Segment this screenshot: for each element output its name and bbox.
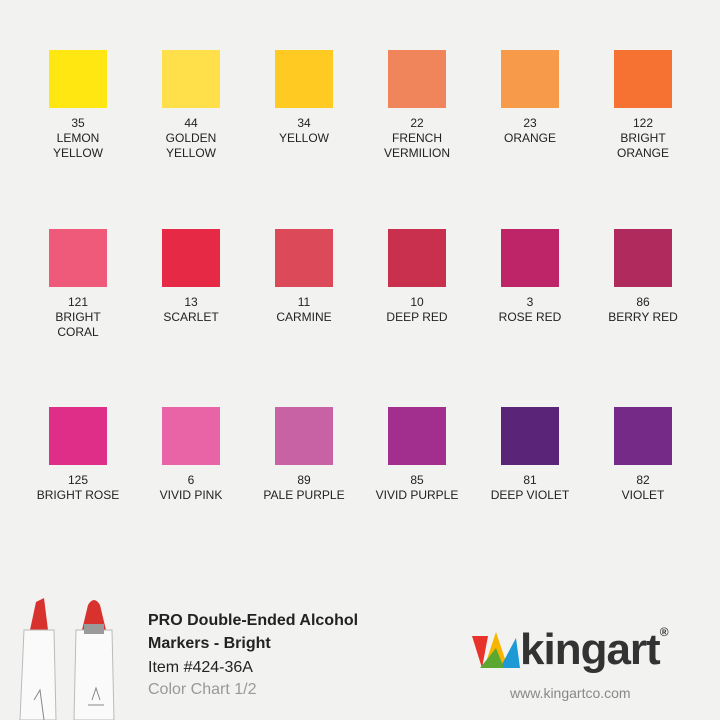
color-swatch [501,229,559,287]
color-swatch [614,407,672,465]
title-line: PRO Double-Ended Alcohol [148,612,359,629]
color-number: 85 [410,473,424,487]
color-number: 23 [523,116,537,130]
color-number: 82 [636,473,650,487]
swatch-label: 13 SCARLET [136,295,246,325]
color-number: 13 [184,295,198,309]
color-swatch [614,50,672,108]
logo-word: kingart [520,625,661,674]
color-number: 3 [526,295,534,309]
swatch-label: 125 BRIGHT ROSE [23,473,133,503]
color-name: YELLOW [165,146,216,160]
color-swatch [275,229,333,287]
swatch-label: 11 CARMINE [249,295,359,325]
swatch-label: 89 PALE PURPLE [249,473,359,503]
color-number: 35 [71,116,85,130]
url: www.kingartco.com [510,685,631,701]
swatch-label: 121 BRIGHT CORAL [23,295,133,340]
color-name: LEMON [56,131,100,145]
color-swatch [162,50,220,108]
color-swatch [501,407,559,465]
color-name: VIVID PURPLE [375,488,459,502]
color-number: 81 [523,473,537,487]
color-name: ROSE RED [498,310,562,324]
swatch-label: 10 DEEP RED [362,295,472,325]
color-name: BERRY RED [608,310,678,324]
color-swatch [501,50,559,108]
title-line: Markers - Bright [148,635,271,652]
color-number: 22 [410,116,424,130]
color-name: BRIGHT [620,131,666,145]
color-swatch [49,407,107,465]
color-number: 34 [297,116,311,130]
swatch-label: 81 DEEP VIOLET [475,473,585,503]
color-name: VERMILION [383,146,450,160]
logo-icon [472,632,520,668]
swatch-label: 23 ORANGE [475,116,585,146]
color-name: DEEP VIOLET [490,488,570,502]
color-number: 11 [297,295,311,309]
color-swatch [275,50,333,108]
swatch-label: 82 VIOLET [588,473,698,503]
color-name: VIOLET [621,488,665,502]
color-name: DEEP RED [386,310,448,324]
color-name: GOLDEN [165,131,217,145]
chart-label: Color Chart 1/2 [148,681,257,698]
color-swatch [275,407,333,465]
swatch-label: 85 VIVID PURPLE [362,473,472,503]
color-name: PALE PURPLE [263,488,345,502]
swatch-label: 122 BRIGHT ORANGE [588,116,698,161]
color-swatch [388,229,446,287]
color-number: 89 [297,473,311,487]
color-name: ORANGE [616,146,669,160]
swatch-label: 86 BERRY RED [588,295,698,325]
color-swatch [162,229,220,287]
color-name: CORAL [57,325,99,339]
color-swatch [162,407,220,465]
color-number: 86 [636,295,650,309]
color-number: 125 [67,473,89,487]
item-number: Item #424-36A [148,659,253,676]
color-name: CARMINE [276,310,332,324]
swatch-label: 34 YELLOW [249,116,359,146]
color-number: 10 [410,295,424,309]
swatch-label: 22 FRENCH VERMILION [362,116,472,161]
color-name: YELLOW [278,131,329,145]
color-name: ORANGE [503,131,556,145]
color-name: BRIGHT [55,310,101,324]
color-name: YELLOW [52,146,103,160]
color-name: VIVID PINK [159,488,223,502]
color-number: 44 [184,116,198,130]
logo-text: kingart® [520,625,669,675]
swatch-label: 6 VIVID PINK [136,473,246,503]
swatch-label: 35 LEMON YELLOW [23,116,133,161]
color-number: 6 [187,473,195,487]
color-name: SCARLET [163,310,219,324]
color-swatch [49,50,107,108]
marker-illustration [19,598,115,720]
color-swatch [388,407,446,465]
color-swatch [614,229,672,287]
registered-mark: ® [659,625,669,639]
color-swatch [388,50,446,108]
color-number: 121 [67,295,89,309]
color-name: FRENCH [392,131,442,145]
swatch-label: 44 GOLDEN YELLOW [136,116,246,161]
color-name: BRIGHT ROSE [36,488,120,502]
color-number: 122 [632,116,654,130]
swatch-label: 3 ROSE RED [475,295,585,325]
color-swatch [49,229,107,287]
